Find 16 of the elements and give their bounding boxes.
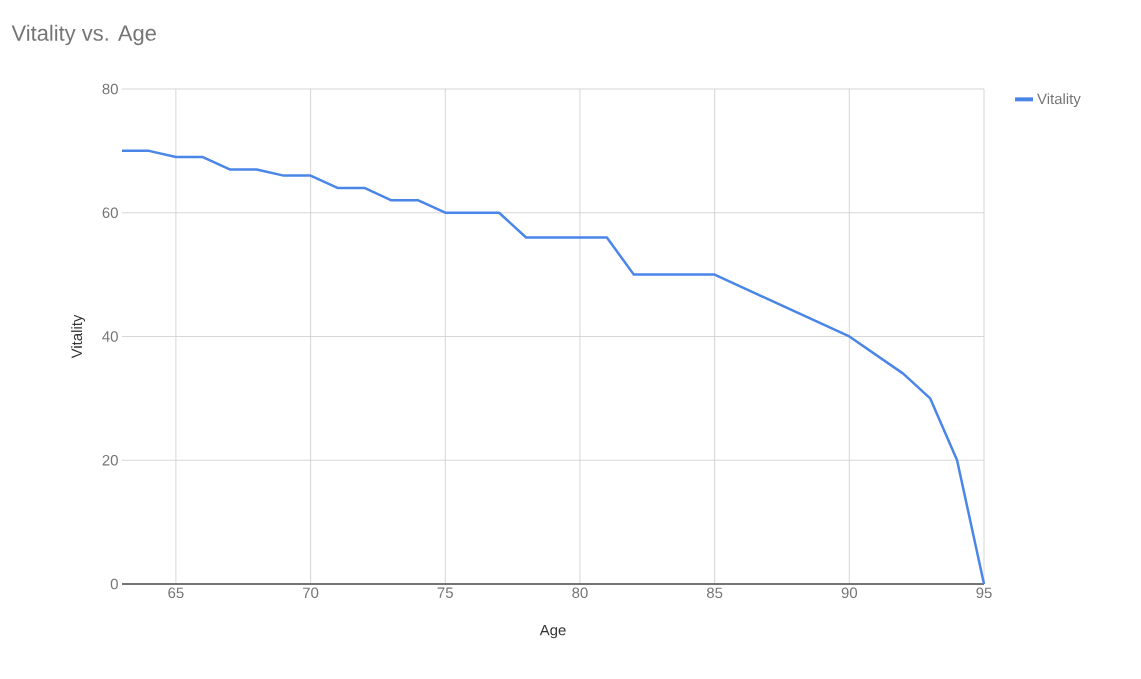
x-tick-label: 90 [841, 587, 858, 599]
x-tick-label: 80 [572, 587, 588, 599]
x-tick-label: 65 [168, 587, 184, 599]
x-axis-title: Age [539, 624, 566, 639]
legend-label: Vitality [1037, 93, 1081, 108]
y-axis-title: Vitality [71, 314, 86, 359]
y-tick-label: 20 [102, 454, 118, 466]
chart-title: Vitality vs. Age [11, 24, 156, 46]
x-tick-label: 70 [303, 587, 319, 599]
y-tick-label: 60 [102, 207, 118, 219]
y-tick-label: 0 [110, 578, 118, 590]
x-tick-label: 85 [706, 587, 723, 599]
x-tick-label: 95 [976, 587, 992, 599]
y-tick-label: 80 [102, 83, 118, 95]
y-tick-label: 40 [102, 331, 118, 342]
x-tick-label: 75 [437, 587, 453, 598]
